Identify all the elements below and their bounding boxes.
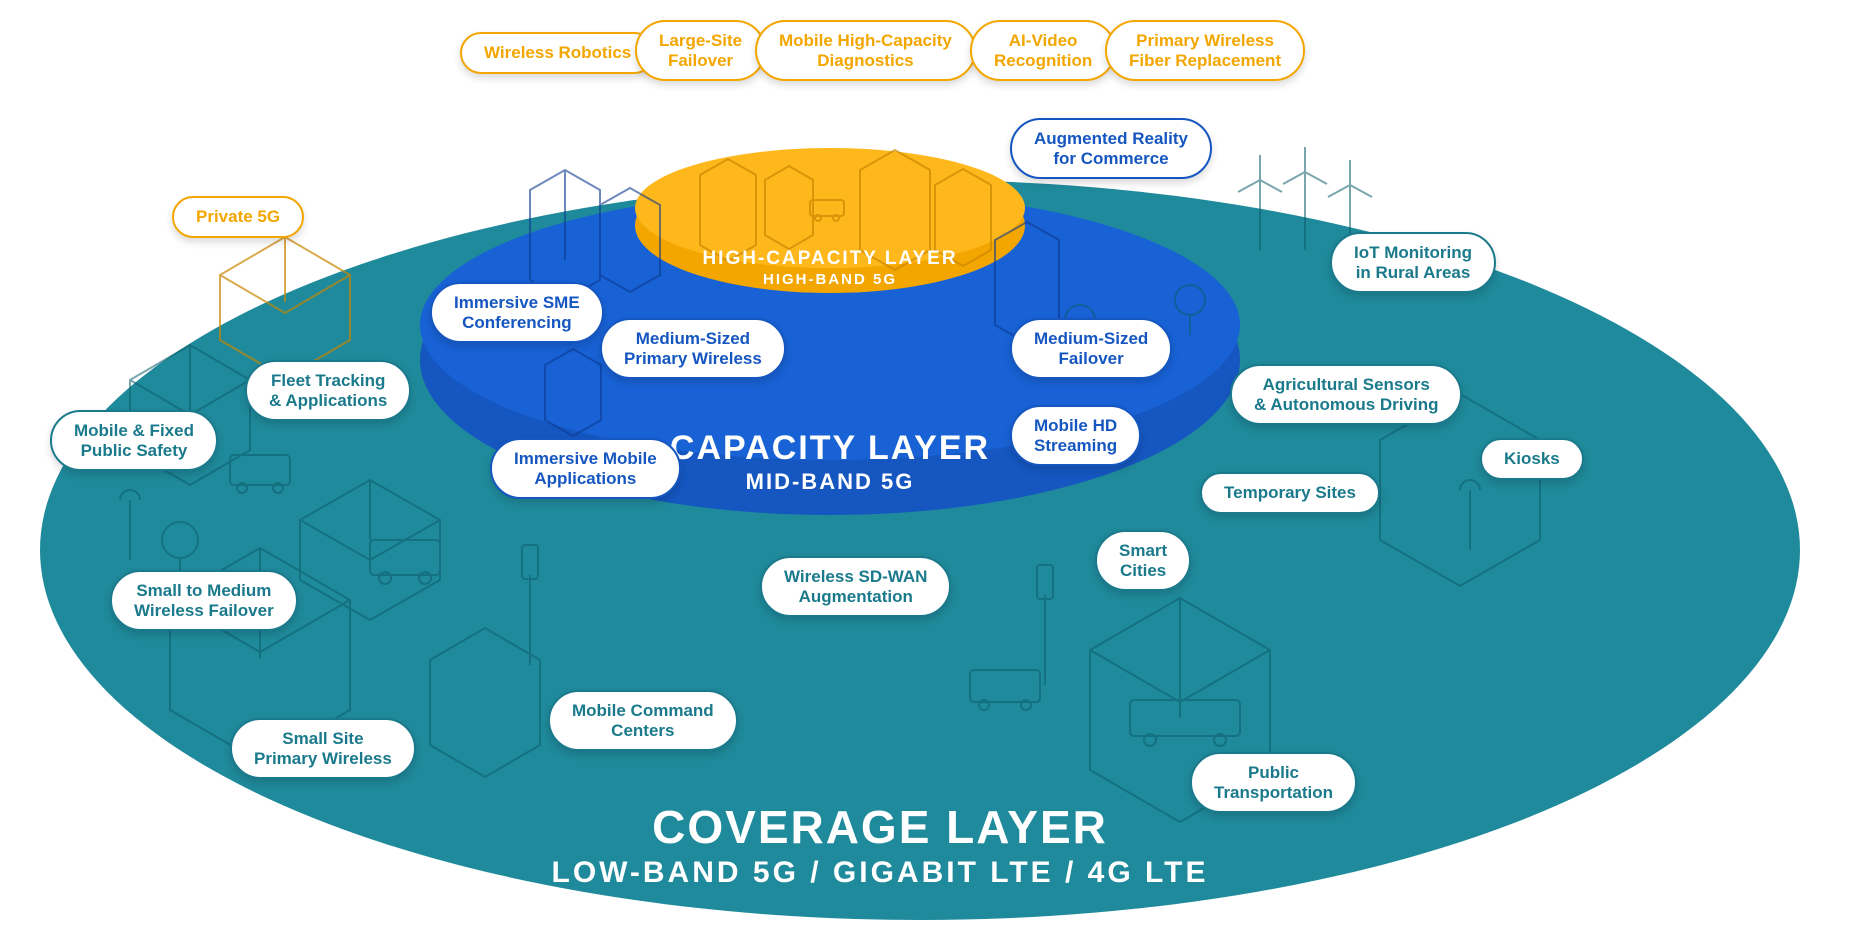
pill-label-line1: Mobile & Fixed (74, 421, 194, 440)
pill-label-line2: & Autonomous Driving (1254, 395, 1438, 414)
pill-smart-cities: Smart Cities (1095, 530, 1191, 591)
pill-label-line1: Small to Medium (136, 581, 271, 600)
pill-primary-wireless-fiber-replacement: Primary Wireless Fiber Replacement (1105, 20, 1305, 81)
pill-iot-monitoring-rural: IoT Monitoring in Rural Areas (1330, 232, 1496, 293)
pill-label-line1: AI-Video (1009, 31, 1078, 50)
pill-label-line1: Primary Wireless (1136, 31, 1274, 50)
pill-ai-video-recognition: AI-Video Recognition (970, 20, 1116, 81)
pill-label-line2: Primary Wireless (254, 749, 392, 768)
high-capacity-layer-title: HIGH-CAPACITY LAYER HIGH-BAND 5G (702, 248, 957, 289)
pill-mobile-fixed-public-safety: Mobile & Fixed Public Safety (50, 410, 218, 471)
pill-label: Private 5G (196, 207, 280, 226)
pill-label-line1: Medium-Sized (1034, 329, 1148, 348)
coverage-layer-title: COVERAGE LAYER LOW-BAND 5G / GIGABIT LTE… (552, 800, 1209, 891)
pill-label: Kiosks (1504, 449, 1560, 468)
pill-private-5g: Private 5G (172, 196, 304, 238)
pill-label-line2: Primary Wireless (624, 349, 762, 368)
pill-label-line2: Augmentation (799, 587, 913, 606)
pill-label-line2: Fiber Replacement (1129, 51, 1281, 70)
pill-mobile-hd-streaming: Mobile HD Streaming (1010, 405, 1141, 466)
pill-label-line2: Streaming (1034, 436, 1117, 455)
pill-public-transportation: Public Transportation (1190, 752, 1357, 813)
capacity-title-text: CAPACITY LAYER (670, 428, 990, 469)
pill-label-line1: Public (1248, 763, 1299, 782)
high-capacity-subtitle-text: HIGH-BAND 5G (702, 271, 957, 289)
pill-label-line2: & Applications (269, 391, 387, 410)
pill-label-line1: Agricultural Sensors (1263, 375, 1430, 394)
pill-kiosks: Kiosks (1480, 438, 1584, 480)
pill-label-line2: Failover (668, 51, 733, 70)
pill-label-line1: IoT Monitoring (1354, 243, 1472, 262)
infographic-stage: COVERAGE LAYER LOW-BAND 5G / GIGABIT LTE… (0, 0, 1855, 928)
pill-label-line1: Small Site (282, 729, 363, 748)
pill-fleet-tracking-applications: Fleet Tracking & Applications (245, 360, 411, 421)
capacity-subtitle-text: MID-BAND 5G (670, 469, 990, 495)
pill-label-line2: Applications (534, 469, 636, 488)
pill-label-line1: Smart (1119, 541, 1167, 560)
pill-label-line1: Immersive Mobile (514, 449, 657, 468)
pill-label-line2: in Rural Areas (1356, 263, 1471, 282)
pill-label: Wireless Robotics (484, 43, 631, 62)
pill-large-site-failover: Large-Site Failover (635, 20, 766, 81)
pill-wireless-sd-wan-augmentation: Wireless SD-WAN Augmentation (760, 556, 951, 617)
pill-medium-sized-primary-wireless: Medium-Sized Primary Wireless (600, 318, 786, 379)
pill-label-line2: Centers (611, 721, 674, 740)
pill-label-line2: Transportation (1214, 783, 1333, 802)
pill-label-line2: for Commerce (1053, 149, 1168, 168)
pill-mobile-command-centers: Mobile Command Centers (548, 690, 738, 751)
pill-medium-sized-failover: Medium-Sized Failover (1010, 318, 1172, 379)
pill-immersive-sme-conferencing: Immersive SME Conferencing (430, 282, 604, 343)
pill-label-line1: Fleet Tracking (271, 371, 385, 390)
pill-label-line1: Mobile Command (572, 701, 714, 720)
pill-label-line1: Mobile HD (1034, 416, 1117, 435)
coverage-title-text: COVERAGE LAYER (552, 800, 1209, 855)
pill-label-line2: Wireless Failover (134, 601, 274, 620)
pill-label-line1: Mobile High-Capacity (779, 31, 952, 50)
pill-label-line2: Cities (1120, 561, 1166, 580)
capacity-layer-title: CAPACITY LAYER MID-BAND 5G (670, 428, 990, 495)
pill-wireless-robotics: Wireless Robotics (460, 32, 655, 74)
pill-label-line1: Augmented Reality (1034, 129, 1188, 148)
pill-label: Temporary Sites (1224, 483, 1356, 502)
pill-label-line2: Failover (1059, 349, 1124, 368)
pill-temporary-sites: Temporary Sites (1200, 472, 1380, 514)
pill-label-line1: Medium-Sized (636, 329, 750, 348)
pill-small-to-medium-wireless-failover: Small to Medium Wireless Failover (110, 570, 298, 631)
pill-label-line1: Immersive SME (454, 293, 580, 312)
pill-label-line2: Recognition (994, 51, 1092, 70)
pill-label-line2: Diagnostics (817, 51, 913, 70)
pill-label-line1: Large-Site (659, 31, 742, 50)
pill-agricultural-sensors-autonomous-driving: Agricultural Sensors & Autonomous Drivin… (1230, 364, 1462, 425)
pill-mobile-high-capacity-diagnostics: Mobile High-Capacity Diagnostics (755, 20, 976, 81)
pill-immersive-mobile-applications: Immersive Mobile Applications (490, 438, 681, 499)
coverage-subtitle-text: LOW-BAND 5G / GIGABIT LTE / 4G LTE (552, 855, 1209, 891)
pill-small-site-primary-wireless: Small Site Primary Wireless (230, 718, 416, 779)
pill-label-line2: Conferencing (462, 313, 572, 332)
pill-label-line1: Wireless SD-WAN (784, 567, 927, 586)
pill-label-line2: Public Safety (81, 441, 188, 460)
high-capacity-title-text: HIGH-CAPACITY LAYER (702, 248, 957, 271)
pill-augmented-reality-commerce: Augmented Reality for Commerce (1010, 118, 1212, 179)
